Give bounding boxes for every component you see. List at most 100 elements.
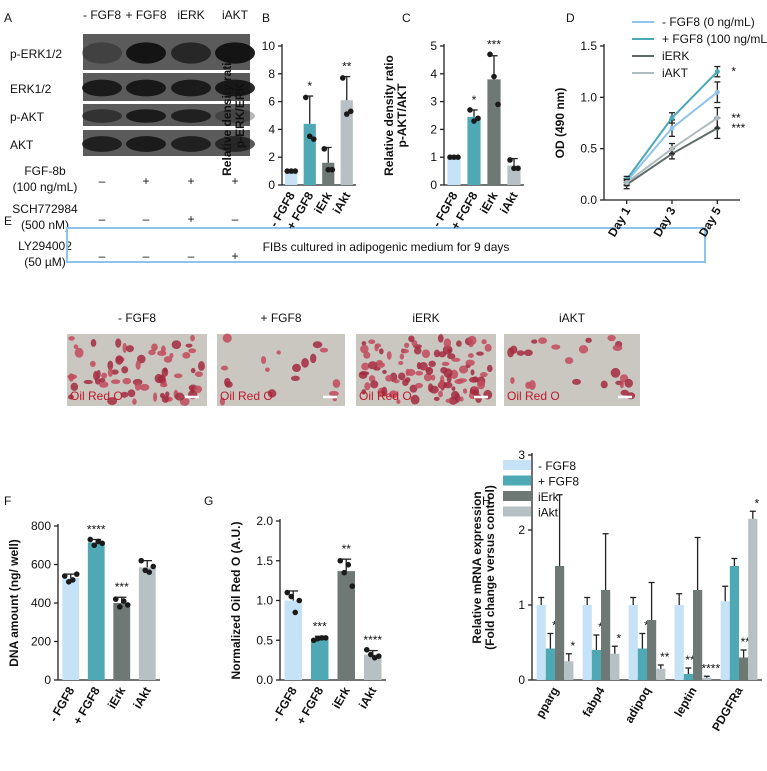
data-point bbox=[87, 536, 94, 543]
bar bbox=[656, 668, 666, 680]
lipid-cell bbox=[260, 356, 267, 364]
bar bbox=[113, 603, 131, 680]
treatment-sign: – bbox=[188, 249, 195, 263]
lipid-cell bbox=[107, 368, 114, 377]
image-label: - FGF8 bbox=[118, 311, 156, 325]
y-tick-label: 0.5 bbox=[256, 633, 273, 647]
y-tick-label: 2 bbox=[268, 150, 275, 164]
lipid-cell bbox=[374, 343, 382, 348]
blot-band bbox=[215, 136, 255, 152]
lipid-cell bbox=[408, 335, 415, 343]
lipid-cell bbox=[468, 376, 479, 383]
lipid-cell bbox=[477, 380, 486, 390]
y-tick-label: 1.5 bbox=[580, 39, 597, 53]
data-point bbox=[375, 653, 382, 659]
lipid-cell bbox=[120, 391, 129, 398]
lipid-cell bbox=[585, 337, 592, 343]
treatment-sign: + bbox=[187, 212, 194, 226]
data-point bbox=[467, 107, 473, 113]
lipid-cell bbox=[441, 361, 450, 367]
lipid-cell bbox=[396, 399, 401, 404]
significance: ** bbox=[342, 542, 352, 556]
lipid-cell bbox=[174, 392, 185, 401]
lipid-cell bbox=[378, 348, 384, 355]
data-point bbox=[714, 115, 720, 121]
bar bbox=[322, 162, 335, 185]
bar bbox=[303, 123, 316, 185]
y-tick-label: 0.0 bbox=[580, 193, 597, 207]
treatment-sign: + bbox=[187, 174, 194, 188]
blot-band bbox=[82, 136, 122, 152]
significance: *** bbox=[115, 580, 129, 594]
lipid-cell bbox=[610, 367, 621, 378]
lipid-cell bbox=[364, 382, 371, 391]
lipid-cell bbox=[484, 343, 492, 352]
blot-band bbox=[126, 79, 166, 97]
lipid-cell bbox=[430, 374, 436, 381]
significance: ** bbox=[342, 60, 352, 74]
bar bbox=[693, 590, 703, 680]
lipid-cell bbox=[423, 373, 433, 382]
lipid-cell bbox=[115, 338, 122, 348]
lipid-cell bbox=[528, 380, 536, 390]
lipid-cell bbox=[185, 343, 193, 348]
panel-letter: G bbox=[204, 494, 213, 508]
lipid-cell bbox=[90, 360, 96, 368]
lipid-cell bbox=[538, 337, 548, 344]
lipid-cell bbox=[360, 344, 369, 354]
lipid-cell bbox=[329, 390, 339, 397]
bar bbox=[467, 116, 481, 185]
y-tick-label: 4 bbox=[268, 122, 275, 136]
panel-letter: F bbox=[4, 494, 11, 508]
x-tick-label: Day 1 bbox=[605, 204, 633, 239]
lipid-cell bbox=[153, 392, 158, 402]
blot-band bbox=[126, 136, 166, 152]
data-point bbox=[146, 569, 153, 575]
data-point bbox=[714, 89, 720, 95]
data-point bbox=[306, 133, 313, 140]
micrograph bbox=[217, 334, 345, 406]
legend-label: iErk bbox=[538, 490, 560, 504]
x-tick-label: iAkt bbox=[330, 189, 353, 216]
significance: * bbox=[552, 619, 557, 633]
lipid-cell bbox=[188, 348, 197, 354]
lipid-cell bbox=[510, 377, 515, 384]
legend-swatch bbox=[503, 460, 531, 470]
blot-column-label: - FGF8 bbox=[83, 8, 121, 22]
lipid-cell bbox=[139, 383, 150, 391]
lipid-cell bbox=[443, 368, 453, 378]
y-tick-label: 200 bbox=[31, 635, 51, 649]
y-axis-label: Relative density ratio bbox=[220, 55, 234, 176]
y-tick-label: 1 bbox=[518, 598, 525, 612]
y-axis-label: p-AKT/AKT bbox=[395, 83, 409, 148]
blot-band bbox=[171, 109, 211, 123]
lipid-cell bbox=[107, 360, 114, 371]
y-axis-label: Relative density ratio bbox=[382, 55, 396, 176]
lipid-cell bbox=[620, 389, 629, 396]
x-tick-label: PDGFRa bbox=[709, 684, 746, 733]
data-point bbox=[120, 598, 127, 604]
lipid-cell bbox=[564, 357, 574, 365]
data-point bbox=[451, 154, 457, 160]
blot-band bbox=[82, 42, 122, 64]
data-point bbox=[515, 165, 521, 172]
data-point bbox=[367, 651, 374, 658]
lipid-cell bbox=[267, 389, 277, 398]
blot-column-label: iERK bbox=[177, 8, 204, 22]
y-tick-label: 800 bbox=[31, 519, 51, 533]
blot-band bbox=[215, 42, 255, 64]
lipid-cell bbox=[425, 366, 434, 375]
data-point bbox=[318, 635, 325, 641]
significance: **** bbox=[701, 661, 720, 675]
lipid-cell bbox=[399, 353, 405, 360]
legend-label: - FGF8 bbox=[538, 459, 576, 473]
lipid-cell bbox=[194, 385, 203, 393]
lipid-cell bbox=[368, 339, 376, 345]
lipid-cell bbox=[361, 341, 367, 346]
bar bbox=[138, 567, 156, 680]
lipid-cell bbox=[468, 353, 474, 358]
data-point bbox=[511, 165, 517, 172]
data-point bbox=[296, 597, 303, 604]
image-label: iAKT bbox=[559, 311, 586, 325]
panel-letter: H bbox=[482, 494, 491, 508]
